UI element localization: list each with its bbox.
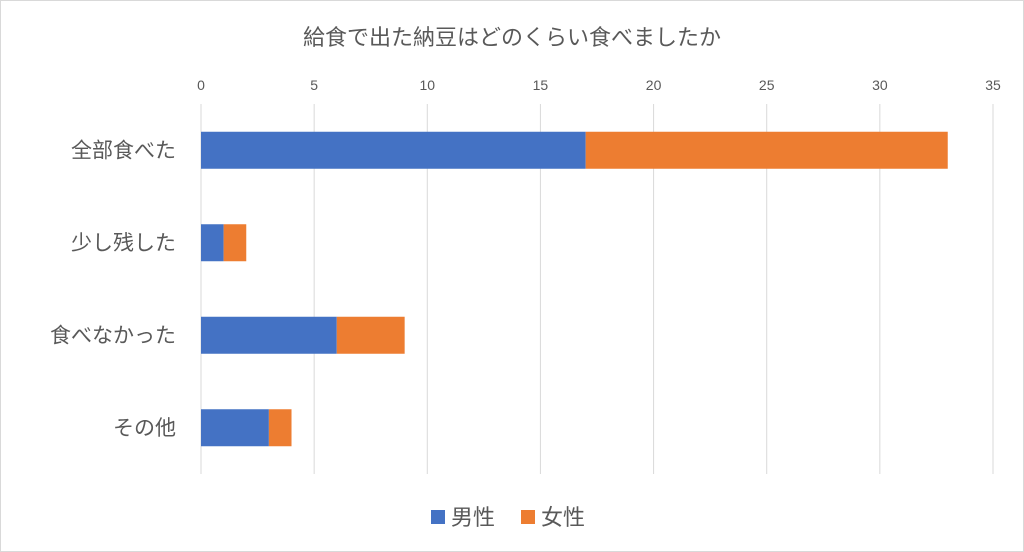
x-tick-label-20: 20 xyxy=(646,77,662,93)
bar-2-series-0 xyxy=(201,316,337,354)
x-tick-label-10: 10 xyxy=(419,77,435,93)
bar-1-series-1 xyxy=(223,224,247,262)
category-label-3: その他 xyxy=(113,416,176,440)
legend: 男性 女性 xyxy=(431,506,585,531)
x-tick-label-5: 5 xyxy=(310,77,318,93)
bar-2-series-1 xyxy=(336,316,405,354)
chart-title: 給食で出た納豆はどのくらい食べましたか xyxy=(303,26,721,51)
bar-3-series-0 xyxy=(201,409,269,447)
category-label-0: 全部食べた xyxy=(71,138,176,162)
x-tick-label-15: 15 xyxy=(533,77,549,93)
x-tick-label-35: 35 xyxy=(985,77,1001,93)
x-axis-ticks: 0 5 10 15 20 25 30 35 xyxy=(197,77,1001,93)
x-tick-label-0: 0 xyxy=(197,77,205,93)
bars xyxy=(201,131,948,447)
x-tick-label-30: 30 xyxy=(872,77,888,93)
legend-label-1: 女性 xyxy=(541,506,585,531)
x-tick-label-25: 25 xyxy=(759,77,775,93)
legend-swatch-1 xyxy=(521,510,535,524)
bar-0-series-0 xyxy=(201,131,586,169)
bar-1-series-0 xyxy=(201,224,224,262)
bar-3-series-1 xyxy=(268,409,292,447)
category-label-1: 少し残した xyxy=(71,231,176,255)
legend-swatch-0 xyxy=(431,510,445,524)
legend-label-0: 男性 xyxy=(451,506,495,531)
category-label-2: 食べなかった xyxy=(50,323,176,347)
bar-0-series-1 xyxy=(585,131,948,169)
